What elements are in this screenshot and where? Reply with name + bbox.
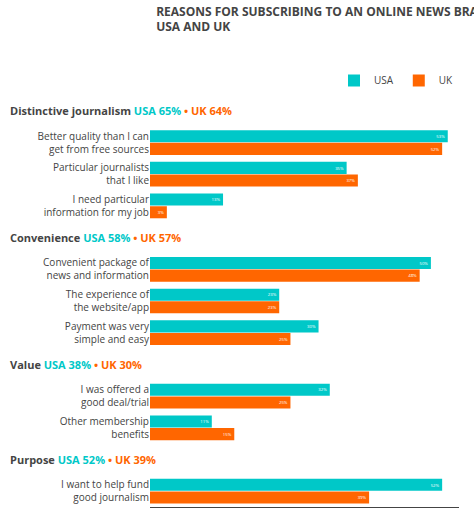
svg-text:53%: 53%: [436, 133, 445, 139]
svg-text:25%: 25%: [279, 399, 288, 405]
svg-text:Convenience USA 58% • UK 57%: Convenience USA 58% • UK 57%: [10, 230, 181, 245]
svg-text:3%: 3%: [158, 209, 164, 215]
svg-text:52%: 52%: [431, 146, 440, 152]
svg-text:52%: 52%: [431, 482, 440, 488]
svg-text:39%: 39%: [358, 494, 367, 500]
svg-text:Distinctive journalism USA 65%: Distinctive journalism USA 65% • UK 64%: [10, 103, 232, 118]
svg-text:13%: 13%: [212, 196, 221, 202]
svg-text:Payment was verysimple and eas: Payment was verysimple and easy: [65, 319, 150, 346]
svg-text:Convenient package ofnews and: Convenient package ofnews and informatio…: [43, 255, 150, 282]
svg-text:Value USA 38% • UK 30%: Value USA 38% • UK 30%: [10, 357, 142, 372]
svg-text:35%: 35%: [335, 165, 344, 171]
svg-text:50%: 50%: [419, 260, 428, 266]
svg-text:11%: 11%: [200, 418, 209, 424]
svg-text:23%: 23%: [268, 291, 277, 297]
svg-text:REASONS FOR SUBSCRIBING TO AN: REASONS FOR SUBSCRIBING TO AN ONLINE NEW…: [156, 3, 474, 36]
svg-text:30%: 30%: [307, 323, 316, 329]
svg-text:The experience ofthe website/a: The experience ofthe website/app: [66, 287, 150, 314]
svg-text:USA: USA: [374, 73, 394, 87]
svg-text:Better quality than I canget f: Better quality than I canget from free s…: [38, 129, 150, 156]
svg-text:I want to help fundgood journa: I want to help fundgood journalism: [61, 477, 149, 504]
svg-text:I need particularinformation f: I need particularinformation for my job: [44, 192, 149, 219]
svg-text:23%: 23%: [268, 304, 277, 310]
svg-text:Purpose USA 52% • UK 39%: Purpose USA 52% • UK 39%: [10, 452, 156, 467]
svg-text:37%: 37%: [346, 177, 355, 183]
svg-text:UK: UK: [439, 73, 453, 87]
svg-text:Other membershipbenefits: Other membershipbenefits: [60, 414, 150, 441]
svg-text:I was offered agood deal/trial: I was offered agood deal/trial: [81, 382, 149, 409]
svg-text:Particular journaliststhat I l: Particular journaliststhat I like: [53, 160, 149, 187]
svg-text:25%: 25%: [279, 336, 288, 342]
svg-text:48%: 48%: [408, 272, 417, 278]
svg-text:15%: 15%: [223, 431, 232, 437]
svg-text:32%: 32%: [318, 386, 327, 392]
